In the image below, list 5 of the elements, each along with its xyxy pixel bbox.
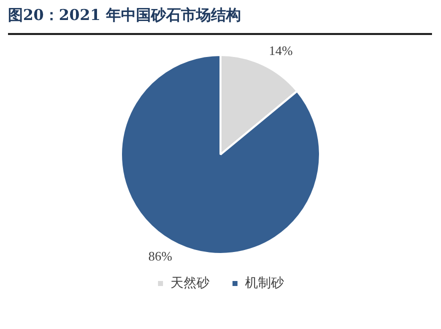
chart-title: 图20：2021 年中国砂石市场结构 [8, 6, 432, 35]
data-label: 86% [148, 248, 172, 264]
legend-label: 机制砂 [245, 276, 284, 291]
legend-label: 天然砂 [170, 276, 210, 291]
data-label: 14% [268, 43, 293, 58]
